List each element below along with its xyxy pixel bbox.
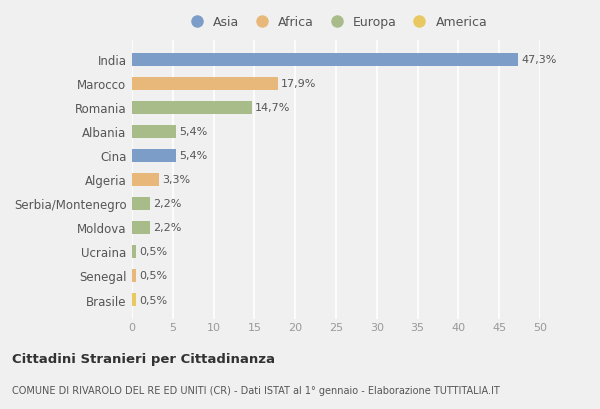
Text: 0,5%: 0,5% xyxy=(139,295,167,305)
Text: 0,5%: 0,5% xyxy=(139,271,167,281)
Bar xyxy=(132,269,136,282)
Bar xyxy=(132,173,159,187)
Bar xyxy=(132,221,150,234)
Legend: Asia, Africa, Europa, America: Asia, Africa, Europa, America xyxy=(185,16,487,29)
Text: 14,7%: 14,7% xyxy=(255,103,290,113)
Text: Cittadini Stranieri per Cittadinanza: Cittadini Stranieri per Cittadinanza xyxy=(12,352,275,365)
Bar xyxy=(132,78,278,91)
Bar xyxy=(132,149,176,163)
Text: 17,9%: 17,9% xyxy=(281,79,317,89)
Text: 47,3%: 47,3% xyxy=(521,55,557,65)
Text: 5,4%: 5,4% xyxy=(179,151,208,161)
Bar xyxy=(132,293,136,306)
Text: 2,2%: 2,2% xyxy=(153,223,182,233)
Bar xyxy=(132,126,176,139)
Text: 5,4%: 5,4% xyxy=(179,127,208,137)
Bar xyxy=(132,197,150,211)
Bar xyxy=(132,101,252,115)
Text: COMUNE DI RIVAROLO DEL RE ED UNITI (CR) - Dati ISTAT al 1° gennaio - Elaborazion: COMUNE DI RIVAROLO DEL RE ED UNITI (CR) … xyxy=(12,384,500,395)
Bar xyxy=(132,245,136,258)
Text: 2,2%: 2,2% xyxy=(153,199,182,209)
Text: 3,3%: 3,3% xyxy=(162,175,190,185)
Text: 0,5%: 0,5% xyxy=(139,247,167,257)
Bar xyxy=(132,54,518,67)
